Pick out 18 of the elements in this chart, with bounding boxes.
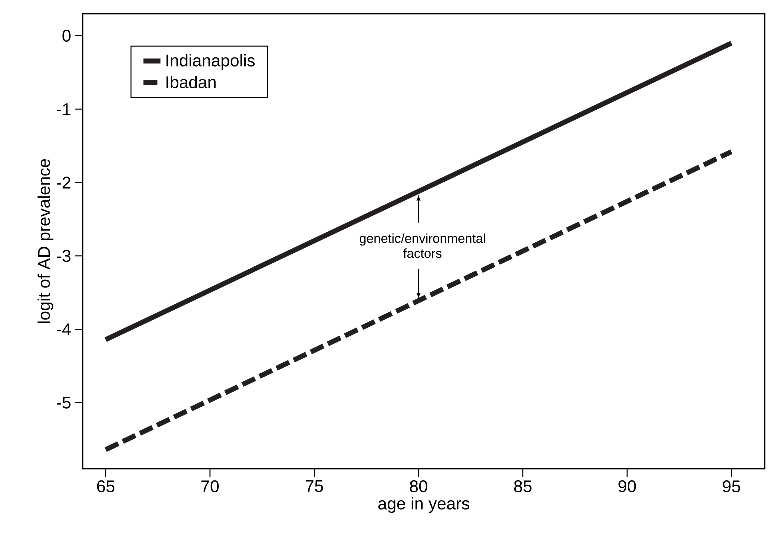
x-tick-label: 90 — [618, 480, 636, 493]
x-tick-label: 80 — [410, 480, 428, 493]
y-tick-label: -1 — [57, 104, 71, 116]
y-tick-label: -5 — [57, 397, 71, 409]
y-tick-label: -4 — [57, 324, 71, 336]
y-tick-label: -3 — [57, 250, 71, 262]
y-axis-title: logit of AD prevalence — [38, 159, 54, 324]
x-tick-label: 75 — [306, 480, 324, 492]
x-tick-label: 65 — [97, 480, 115, 493]
x-axis-title: age in years — [378, 497, 470, 514]
x-tick-label: 95 — [723, 480, 740, 493]
legend-label: Ibadan — [166, 76, 216, 88]
x-tick-label: 70 — [202, 480, 219, 493]
y-tick-label: 0 — [62, 30, 71, 42]
x-tick-label: 85 — [514, 480, 532, 493]
legend-label: Indianapolis — [166, 54, 255, 70]
annotation: genetic/environmental factors — [360, 234, 486, 258]
y-tick-label: -2 — [57, 176, 71, 189]
